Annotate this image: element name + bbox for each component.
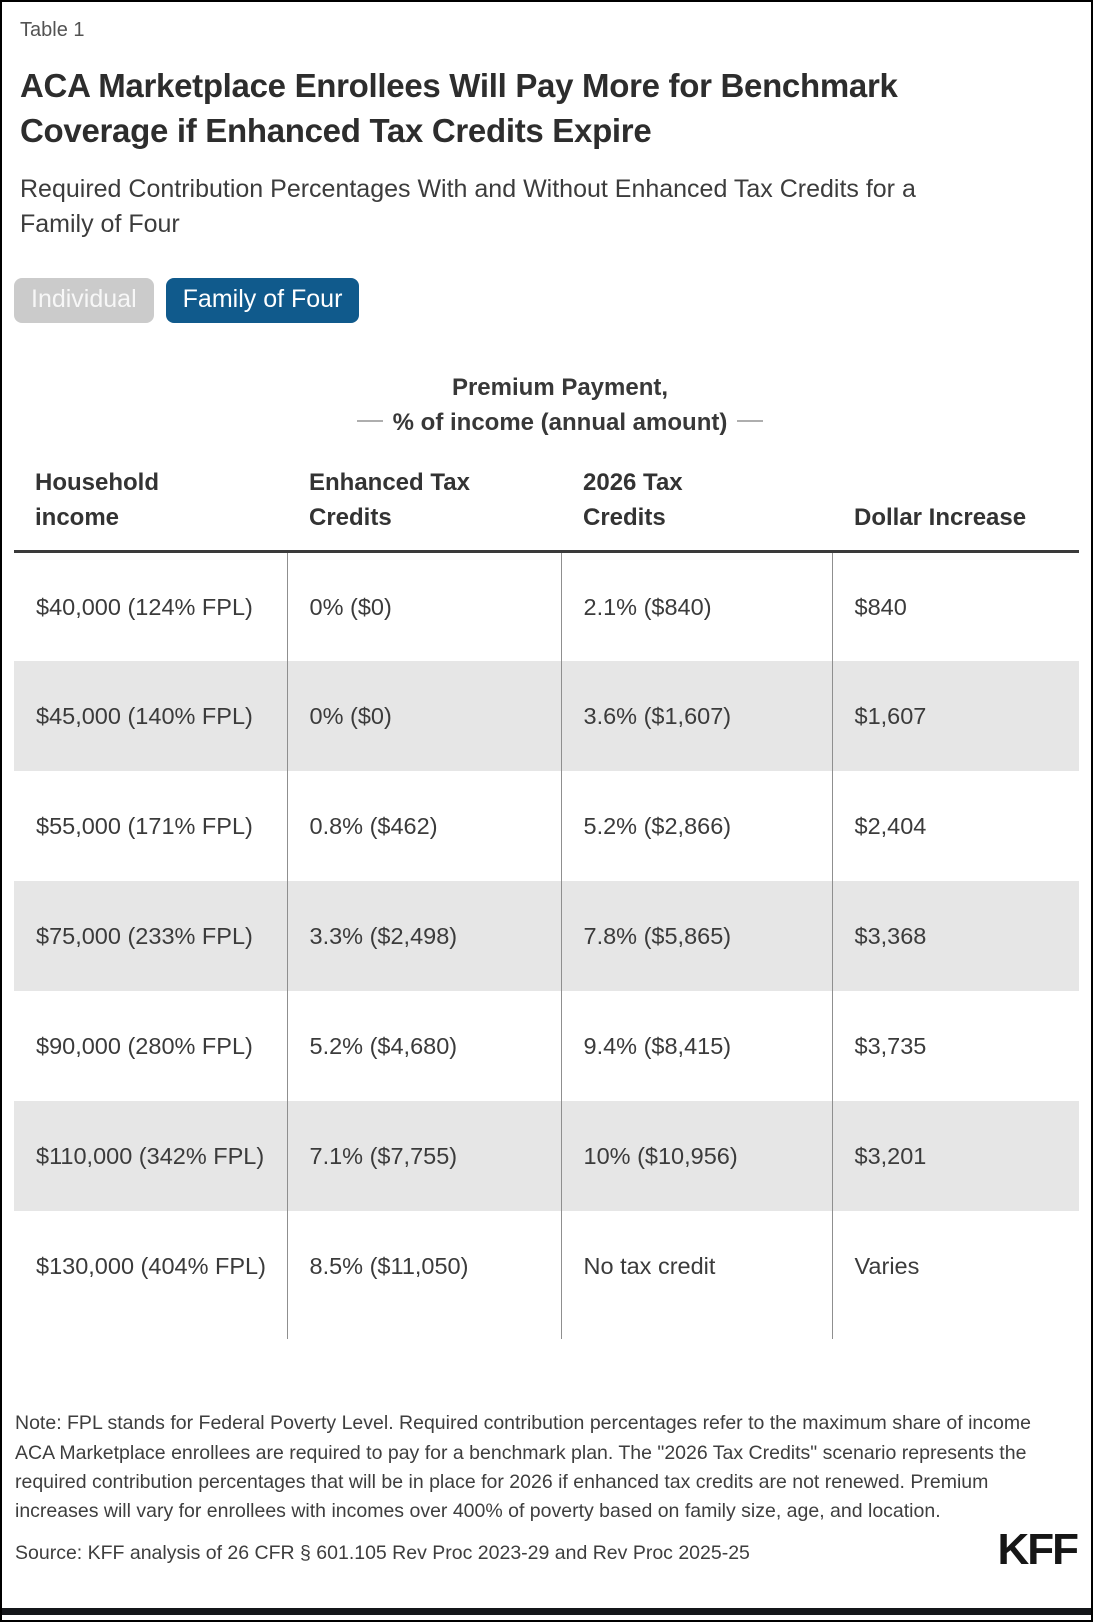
cell-income: $90,000 (280% FPL): [36, 1033, 253, 1060]
cell-enhanced: 0% ($0): [286, 661, 561, 772]
table-row: $40,000 (124% FPL) 0% ($0) 2.1% ($840) $…: [14, 551, 1079, 662]
cell-income: $130,000 (404% FPL): [36, 1253, 266, 1280]
cell-2026: 10% ($10,956): [560, 1101, 832, 1212]
cell-increase: $2,404: [831, 771, 1079, 882]
table-row: $110,000 (342% FPL) 7.1% ($7,755) 10% ($…: [14, 1101, 1079, 1212]
cell-income: $110,000 (342% FPL): [14, 1101, 287, 1212]
column-header-2026-tax-credits: 2026 Tax Credits: [561, 466, 832, 553]
cell-2026: 2.1% ($840): [560, 551, 832, 662]
toggle-family-of-four[interactable]: Family of Four: [165, 277, 360, 323]
cell-increase: $3,368: [831, 881, 1079, 992]
cell-increase: $3,735: [831, 991, 1079, 1102]
table-row: $45,000 (140% FPL) 0% ($0) 3.6% ($1,607)…: [14, 661, 1079, 772]
column-group-header-line1: Premium Payment,: [451, 373, 669, 401]
cell-enhanced: 3.3% ($2,498): [286, 881, 561, 992]
cell-2026: 5.2% ($2,866): [560, 771, 832, 882]
cell-income: $40,000 (124% FPL): [36, 594, 253, 621]
bottom-accent-bar: [2, 1608, 1091, 1615]
table-row: $75,000 (233% FPL) 3.3% ($2,498) 7.8% ($…: [14, 881, 1079, 992]
table-label: Table 1: [20, 19, 85, 41]
cell-increase: $3,201: [831, 1101, 1079, 1212]
source-row: Source: KFF analysis of 26 CFR § 601.105…: [2, 1525, 1091, 1575]
view-toggle-group: Individual Family of Four: [14, 277, 1091, 323]
toggle-individual[interactable]: Individual: [14, 277, 154, 323]
left-dash: [356, 420, 383, 423]
cell-income: $55,000 (171% FPL): [36, 813, 253, 840]
table-row-stub: [14, 1321, 1079, 1340]
cell-2026: 9.4% ($8,415): [560, 991, 832, 1102]
header-row: Household income Enhanced Tax Credits 20…: [14, 466, 1079, 553]
cell-income: $75,000 (233% FPL): [14, 881, 287, 992]
cell-enhanced: 8.5% ($11,050): [286, 1211, 561, 1322]
cell-increase: $1,607: [831, 661, 1079, 772]
data-table: Household income Enhanced Tax Credits 20…: [14, 466, 1079, 1340]
table-row: $130,000 (404% FPL) 8.5% ($11,050) No ta…: [14, 1211, 1079, 1322]
column-header-household-income: Household income: [14, 466, 287, 553]
column-group-header: Premium Payment, % of income (annual amo…: [287, 371, 833, 441]
kff-logo: KFF: [997, 1525, 1079, 1575]
right-dash: [737, 420, 764, 423]
cell-enhanced: 0% ($0): [286, 551, 561, 662]
column-group-header-line2: % of income (annual amount): [287, 406, 833, 441]
cell-enhanced: 0.8% ($462): [286, 771, 561, 882]
cell-increase: $840: [831, 551, 1079, 662]
column-header-dollar-increase: Dollar Increase: [832, 466, 1079, 553]
table-row: $90,000 (280% FPL) 5.2% ($4,680) 9.4% ($…: [14, 991, 1079, 1102]
table-row: $55,000 (171% FPL) 0.8% ($462) 5.2% ($2,…: [14, 771, 1079, 882]
source-text: Source: KFF analysis of 26 CFR § 601.105…: [15, 1541, 750, 1564]
column-header-enhanced-tax-credits: Enhanced Tax Credits: [287, 466, 561, 553]
cell-2026: No tax credit: [560, 1211, 832, 1322]
page-title: ACA Marketplace Enrollees Will Pay More …: [20, 67, 898, 149]
cell-enhanced: 7.1% ($7,755): [286, 1101, 561, 1212]
cell-2026: 3.6% ($1,607): [560, 661, 832, 772]
page-subtitle: Required Contribution Percentages With a…: [20, 174, 916, 238]
cell-income: $45,000 (140% FPL): [14, 661, 287, 772]
cell-increase: Varies: [831, 1211, 1079, 1322]
footnote: Note: FPL stands for Federal Poverty Lev…: [15, 1412, 1031, 1523]
cell-enhanced: 5.2% ($4,680): [286, 991, 561, 1102]
cell-2026: 7.8% ($5,865): [560, 881, 832, 992]
